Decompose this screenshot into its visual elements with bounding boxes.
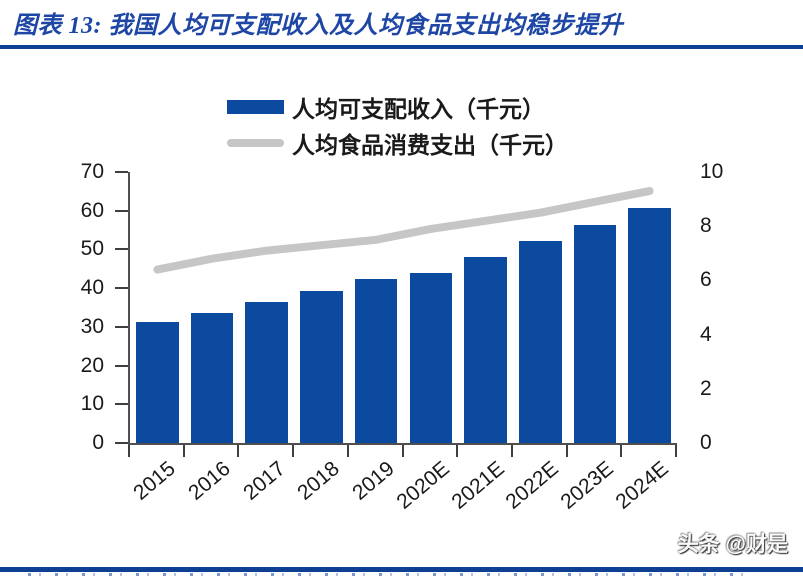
left-axis-tick-mark	[115, 287, 128, 290]
x-axis-tick-mark	[237, 445, 240, 457]
food-expenditure-line	[153, 187, 654, 274]
plot-area	[128, 172, 677, 445]
legend: 人均可支配收入（千元） 人均食品消费支出（千元）	[227, 89, 568, 161]
x-axis-tick-mark	[292, 445, 295, 457]
bars-layer	[130, 172, 677, 443]
right-axis-tick-label: 2	[700, 376, 712, 400]
left-axis-tick-mark	[115, 248, 128, 251]
right-axis-tick-label: 6	[700, 268, 712, 292]
bar-2021E	[464, 257, 507, 443]
bar-2015	[136, 322, 179, 443]
left-axis-tick-label: 0	[92, 431, 104, 454]
bar-2024E	[628, 208, 671, 443]
bar-2022E	[518, 240, 562, 443]
right-axis-tick-label: 10	[700, 160, 724, 183]
x-axis-tick-mark	[346, 445, 349, 457]
bar-2018	[300, 290, 343, 443]
bar-series-swatch-icon	[227, 100, 284, 114]
legend-label-food-expenditure: 人均食品消费支出（千元）	[292, 132, 568, 158]
right-axis-tick-label: 0	[700, 431, 712, 454]
x-axis-tick-mark	[510, 445, 513, 457]
left-axis-tick-label: 60	[80, 198, 104, 222]
legend-item-income: 人均可支配收入（千元）	[227, 89, 568, 125]
x-axis-tick-mark	[675, 445, 677, 457]
bar-2016	[190, 312, 234, 443]
chart-title: 图表 13: 我国人均可支配收入及人均食品支出均稳步提升	[13, 13, 623, 39]
legend-item-food-expenditure: 人均食品消费支出（千元）	[227, 125, 568, 161]
bar-2019	[354, 278, 398, 443]
left-axis-tick-label: 20	[80, 353, 104, 377]
x-axis-tick-mark	[182, 445, 185, 457]
legend-label-income: 人均可支配收入（千元）	[292, 96, 545, 122]
watermark: 头条 @财是	[677, 533, 788, 556]
line-series	[153, 187, 654, 274]
x-axis-tick-mark	[401, 445, 404, 457]
x-axis-tick-mark	[620, 445, 623, 457]
footer-divider-rule	[0, 567, 803, 572]
x-axis-tick-mark	[128, 445, 130, 457]
header-divider-rule	[0, 45, 803, 49]
left-axis-tick-label: 70	[80, 160, 104, 183]
x-axis-tick-mark	[456, 445, 459, 457]
left-axis-tick-label: 30	[80, 314, 104, 338]
left-axis-tick-mark	[115, 442, 128, 444]
left-axis-tick-label: 50	[80, 237, 104, 261]
x-axis-tick-mark	[565, 445, 568, 457]
left-axis-tick-mark	[115, 325, 128, 328]
bar-2023E	[573, 224, 617, 443]
left-axis-tick-mark	[115, 209, 128, 212]
right-axis-tick-label: 4	[700, 322, 712, 346]
right-axis-tick-label: 8	[700, 214, 712, 238]
bar-2020E	[409, 273, 453, 443]
line-series-swatch-icon	[227, 139, 284, 147]
left-axis-tick-mark	[115, 171, 128, 173]
left-axis-tick-label: 40	[80, 276, 104, 300]
left-axis-tick-mark	[115, 403, 128, 406]
left-axis-tick-label: 10	[80, 392, 104, 416]
left-axis-tick-mark	[115, 364, 128, 367]
bar-2017	[245, 302, 289, 443]
